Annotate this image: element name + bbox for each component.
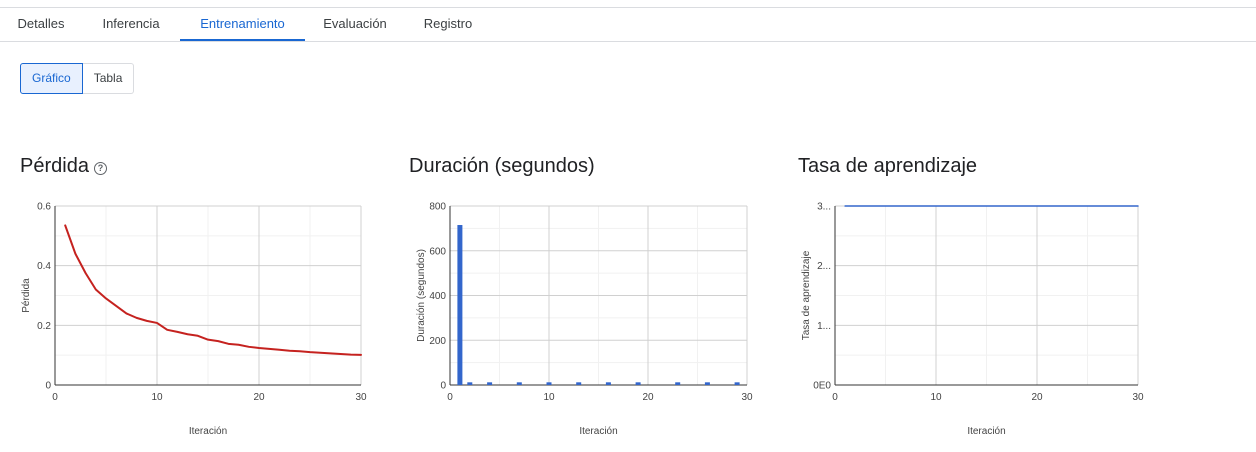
y-tick-label: 0.6 — [37, 202, 51, 213]
bar — [546, 382, 552, 385]
x-tick-label: 20 — [1031, 392, 1043, 403]
view-toggle: Gráfico Tabla — [20, 63, 135, 94]
x-axis-title: Iteración — [967, 426, 1005, 437]
graph-view-button[interactable]: Gráfico — [20, 63, 83, 94]
bar — [576, 382, 582, 385]
y-tick-label: 400 — [429, 291, 446, 302]
duration-chart-title: Duración (segundos) — [409, 155, 595, 177]
x-tick-label: 20 — [642, 392, 654, 403]
x-axis-title: Iteración — [189, 426, 227, 437]
y-tick-label: 0.4 — [37, 261, 51, 272]
x-axis-title: Iteración — [579, 426, 617, 437]
tab-evaluacion[interactable]: Evaluación — [323, 16, 387, 31]
bar — [605, 382, 611, 385]
y-axis-title: Tasa de aprendizaje — [801, 250, 812, 340]
series-line — [64, 224, 362, 356]
learning-rate-chart-title: Tasa de aprendizaje — [798, 155, 978, 177]
tab-registro[interactable]: Registro — [423, 16, 473, 31]
bar — [704, 382, 710, 385]
y-tick-label: 0 — [440, 381, 446, 392]
tab-inferencia[interactable]: Inferencia — [102, 16, 160, 31]
y-axis-title: Duración (segundos) — [416, 249, 427, 342]
bar — [457, 225, 463, 385]
bar — [635, 382, 641, 385]
table-view-button[interactable]: Tabla — [82, 63, 135, 94]
y-axis-title: Pérdida — [21, 278, 32, 313]
help-icon[interactable]: ? — [94, 162, 107, 175]
x-tick-label: 20 — [253, 392, 265, 403]
y-tick-label: 2... — [817, 261, 831, 272]
y-tick-label: 600 — [429, 246, 446, 257]
bar — [675, 382, 681, 385]
top-divider — [0, 7, 1256, 8]
tab-bar: Detalles Inferencia Entrenamiento Evalua… — [0, 8, 1256, 42]
loss-chart-title: Pérdida — [20, 155, 89, 177]
bar — [516, 382, 522, 385]
bar — [734, 382, 740, 385]
loss-chart: 0 0.2 0.4 0.6 0 10 20 30 Iteración Pérdida — [21, 202, 367, 438]
bar — [467, 382, 473, 385]
x-tick-label: 30 — [1132, 392, 1144, 403]
y-tick-label: 0.2 — [37, 321, 51, 332]
x-tick-label: 30 — [741, 392, 753, 403]
y-tick-label: 3... — [817, 202, 831, 213]
tab-detalles[interactable]: Detalles — [17, 16, 65, 31]
learning-rate-chart: 0E0 1... 2... 3... 0 10 20 30 Iteración Tasa de a… — [801, 202, 1144, 438]
x-tick-label: 10 — [543, 392, 555, 403]
bar — [487, 382, 493, 385]
y-tick-label: 0E0 — [813, 381, 831, 392]
y-tick-label: 200 — [429, 336, 446, 347]
x-tick-label: 10 — [930, 392, 942, 403]
duration-chart: 0 200 400 600 800 0 10 20 30 Iteración Duración (s… — [416, 202, 753, 438]
y-tick-label: 1... — [817, 321, 831, 332]
x-tick-label: 0 — [447, 392, 453, 403]
y-tick-label: 0 — [45, 381, 51, 392]
x-tick-label: 0 — [52, 392, 58, 403]
y-tick-label: 800 — [429, 202, 446, 213]
tab-entrenamiento[interactable]: Entrenamiento — [180, 8, 305, 41]
x-tick-label: 0 — [832, 392, 838, 403]
x-tick-label: 10 — [151, 392, 163, 403]
x-tick-label: 30 — [355, 392, 367, 403]
